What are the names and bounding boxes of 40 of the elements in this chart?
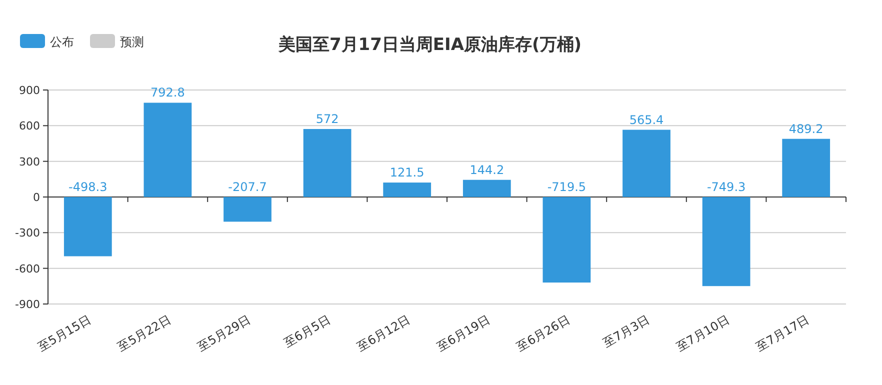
x-tick-label: 至6月12日 xyxy=(354,312,413,354)
x-tick-label: 至7月3日 xyxy=(600,312,652,350)
x-tick-label: 至6月5日 xyxy=(281,312,333,350)
y-tick-label: 600 xyxy=(19,120,40,133)
bar xyxy=(622,130,670,197)
data-label: 572 xyxy=(316,112,339,126)
legend-label: 公布 xyxy=(50,35,74,49)
data-label: -207.7 xyxy=(228,180,267,194)
y-tick-label: -300 xyxy=(15,226,40,240)
data-label: -749.3 xyxy=(706,180,746,194)
y-tick-label: 0 xyxy=(33,191,40,204)
y-tick-label: 900 xyxy=(19,84,40,97)
y-tick-label: -600 xyxy=(15,262,40,276)
data-label: 489.2 xyxy=(788,122,824,136)
x-tick-label: 至6月19日 xyxy=(434,312,492,354)
data-label: 144.2 xyxy=(470,162,504,177)
x-tick-label: 至5月29日 xyxy=(194,312,253,354)
data-label: 565.4 xyxy=(629,112,664,127)
x-tick-label: 至5月15日 xyxy=(35,312,94,354)
bar xyxy=(542,197,591,283)
y-tick-label: -900 xyxy=(15,298,40,311)
legend-label: 预测 xyxy=(120,35,144,49)
x-tick-label: 至6月26日 xyxy=(514,312,572,354)
bar xyxy=(64,197,112,256)
data-label: -719.5 xyxy=(547,180,586,194)
x-tick-label: 至5月22日 xyxy=(115,312,174,354)
y-tick-label: 300 xyxy=(19,155,40,168)
data-label: 121.5 xyxy=(390,166,424,180)
bar xyxy=(144,102,192,197)
bar xyxy=(224,197,272,222)
chart-title: 美国至7月17日当周EIA原油库存(万桶) xyxy=(277,35,582,55)
bar xyxy=(303,128,352,197)
bar xyxy=(782,138,830,197)
x-tick-label: 至7月17日 xyxy=(754,312,812,354)
x-tick-label: 至7月10日 xyxy=(674,312,732,354)
bar xyxy=(462,180,511,197)
data-label: -498.3 xyxy=(68,180,108,194)
data-label: 792.8 xyxy=(150,86,185,100)
bar xyxy=(383,182,432,197)
bar xyxy=(702,197,750,286)
